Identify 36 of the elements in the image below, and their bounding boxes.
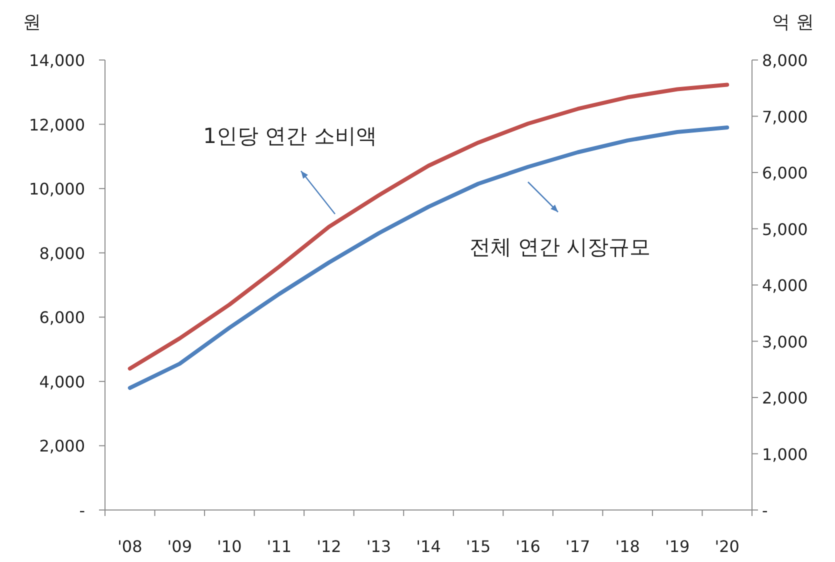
x-tick-label: '17 (565, 537, 590, 556)
y-tick-label: 14,000 (29, 51, 85, 70)
y2-tick-label: 8,000 (762, 51, 808, 70)
x-tick-label: '10 (217, 537, 242, 556)
annotation: 전체 연간 시장규모 (469, 235, 651, 259)
annotation: 1인당 연간 소비액 (203, 124, 377, 148)
y-axis-title: 원 (23, 12, 41, 33)
y2-tick-label: 2,000 (762, 388, 808, 408)
x-tick-label: '18 (615, 537, 640, 556)
x-tick-label: '19 (664, 537, 690, 556)
x-tick-label: '15 (466, 537, 491, 556)
y-tick-label: 6,000 (39, 308, 85, 328)
x-tick-label: '08 (118, 537, 142, 556)
y-tick-label: - (79, 501, 85, 520)
y2-tick-label: 6,000 (762, 164, 808, 182)
y2-tick-label: 5,000 (762, 220, 808, 239)
y-tick-label: 12,000 (29, 115, 85, 134)
y-tick-label: 10,000 (29, 180, 85, 199)
y2-tick-label: 7,000 (762, 107, 808, 126)
y-tick-label: 2,000 (39, 436, 85, 456)
x-tick-label: '14 (416, 537, 441, 556)
x-tick-label: '09 (167, 537, 192, 556)
y2-tick-label: 3,000 (762, 332, 808, 352)
y-tick-label: 8,000 (39, 244, 85, 263)
x-tick-label: '20 (714, 537, 740, 556)
line-series (128, 126, 730, 390)
y2-tick-label: 1,000 (762, 444, 808, 464)
x-tick-label: '16 (516, 537, 540, 556)
x-tick-label: '13 (366, 537, 392, 556)
x-tick-label: '11 (266, 537, 292, 556)
y2-tick-label: - (762, 501, 768, 520)
y2-tick-label: 4,000 (762, 276, 808, 295)
y2-axis-title: 억 원 (772, 12, 814, 33)
y-tick-label: 4,000 (39, 372, 85, 392)
x-tick-label: '12 (316, 537, 342, 556)
line-series (128, 82, 730, 371)
